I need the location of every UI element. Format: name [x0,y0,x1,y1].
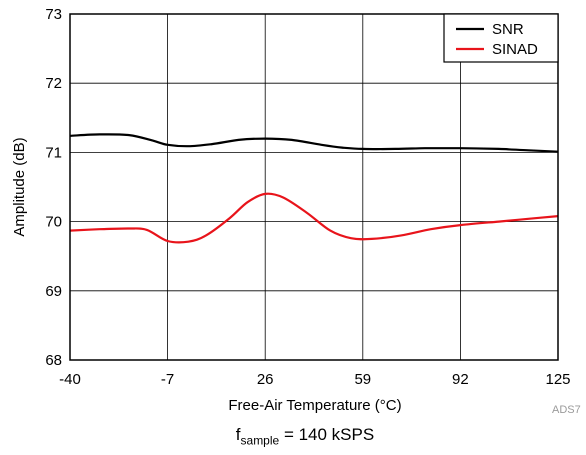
chart: -40 -7 26 59 92 125 68 69 70 71 72 73 SNR SINAD Free… [11,6,581,416]
tick-labels: -40 -7 26 59 92 125 68 69 70 71 72 73 [45,6,570,388]
y-tick-label: 69 [45,283,62,300]
legend-label-snr: SNR [492,21,524,38]
legend-box [443,13,559,63]
y-tick-label: 70 [45,214,62,231]
caption: fsample = 140 kSPS [0,425,586,447]
x-tick-label: 59 [354,371,371,388]
y-tick-label: 73 [45,6,62,23]
x-tick-label: -40 [59,371,81,388]
plot-frame [69,13,559,361]
y-tick-label: 72 [45,75,62,92]
x-tick-label: -7 [161,371,174,388]
series-curves [69,133,559,244]
legend-label-sinad: SINAD [492,41,538,58]
grid-lines [70,14,558,360]
y-tick-label: 71 [45,144,62,161]
x-tick-label: 92 [452,371,469,388]
caption-symbol: f [235,425,241,444]
y-tick-label: 68 [45,352,62,369]
series-line-snr [69,133,559,153]
x-tick-label: 125 [545,371,570,388]
x-tick-label: 26 [257,371,274,388]
x-axis-title: Free-Air Temperature (°C) [228,397,401,414]
legend: SNR SINAD [443,13,559,63]
series-line-sinad [69,192,559,244]
caption-subscript: sample [240,433,280,448]
figure-id: ADS7 [552,404,581,416]
y-axis-title: Amplitude (dB) [11,137,28,236]
caption-value: = 140 kSPS [283,425,375,444]
